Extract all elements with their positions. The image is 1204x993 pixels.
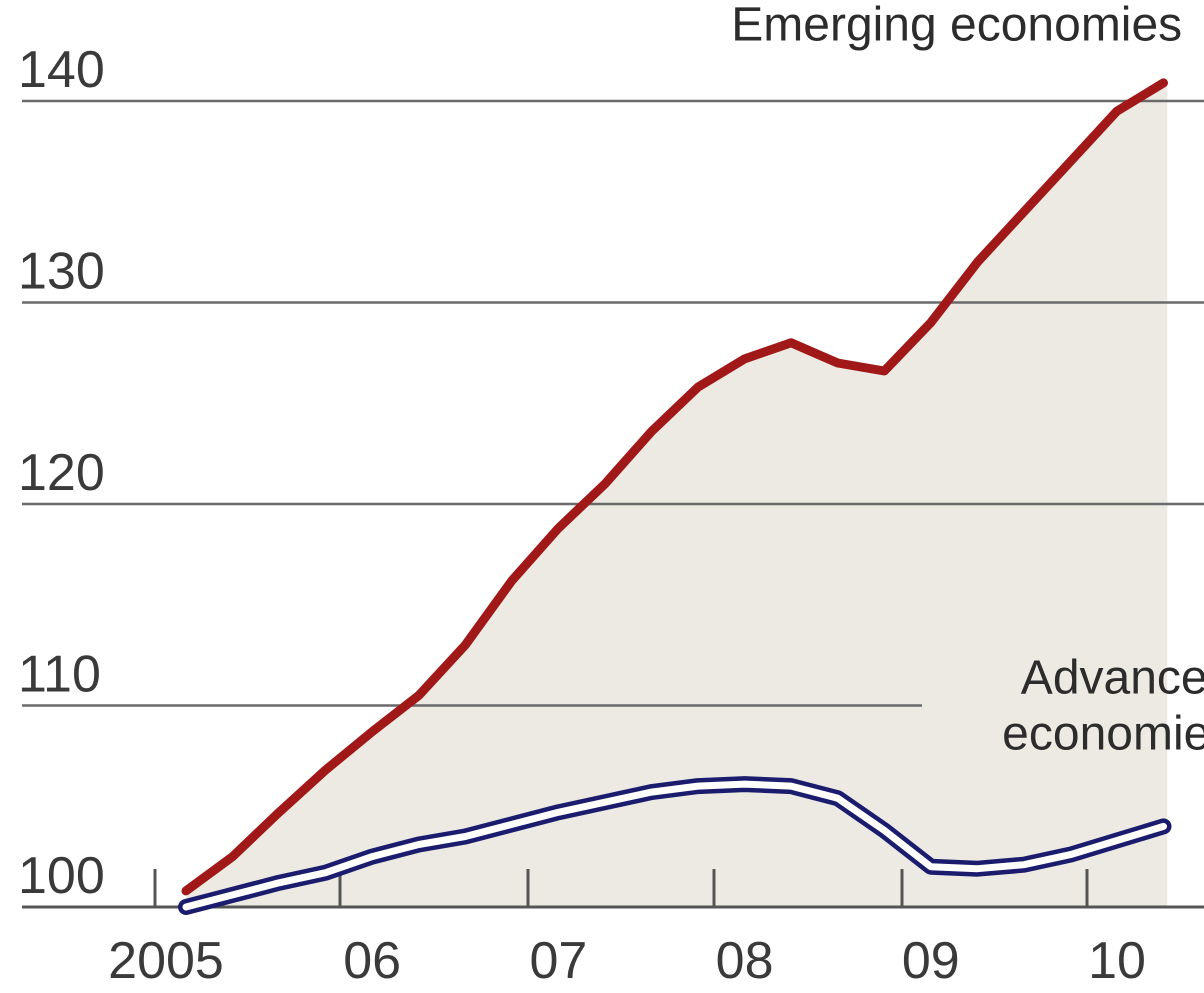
- annotation-0-line-0: Emerging economies: [731, 0, 1182, 52]
- annotation-1-line-0: Advanced: [1021, 651, 1204, 704]
- x-tick-label-07: 07: [529, 932, 587, 990]
- series-line-emerging: [181, 78, 1168, 896]
- x-tick-label-08: 08: [716, 932, 774, 990]
- x-tick-label-06: 06: [343, 932, 401, 990]
- gridlines-layer: [22, 99, 1204, 909]
- y-tick-label-100: 100: [18, 847, 105, 905]
- y-tick-label-120: 120: [18, 444, 105, 502]
- shaded-area: [186, 82, 1168, 908]
- y-tick-label-130: 130: [18, 243, 105, 301]
- labels-layer: 100 110 120 130 140 2005 06 07 08 09 10 Emerging ec…: [18, 0, 1204, 990]
- x-tick-label-09: 09: [902, 932, 960, 990]
- x-tick-label-2005: 2005: [108, 932, 224, 990]
- series-line-inner-advanced: [182, 780, 1167, 911]
- x-axis-layer: [153, 869, 1089, 907]
- shaded-region-layer: [186, 82, 1168, 908]
- x-tick-label-10: 10: [1088, 932, 1146, 990]
- annotation-1-line-1: economies: [1002, 707, 1204, 760]
- y-tick-label-140: 140: [18, 41, 105, 99]
- y-tick-label-110: 110: [18, 646, 101, 704]
- series-layer: [178, 78, 1172, 915]
